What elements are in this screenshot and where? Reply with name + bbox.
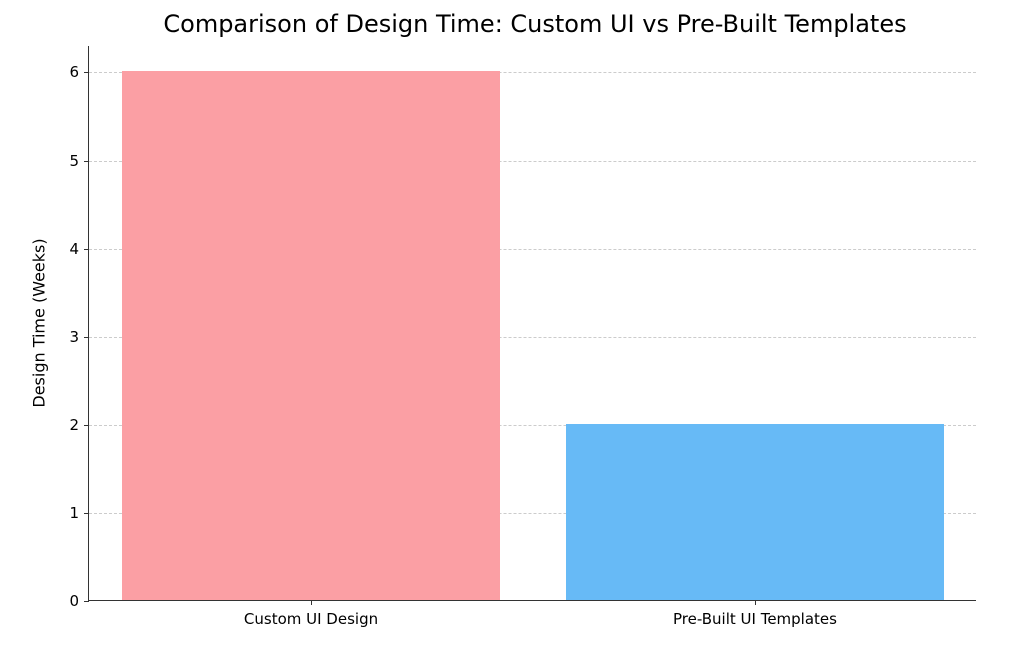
bar xyxy=(566,424,943,600)
plot-area: Design Time (Weeks) 0123456Custom UI Des… xyxy=(88,46,976,601)
y-tick-mark xyxy=(84,425,89,426)
y-tick-label: 6 xyxy=(69,63,79,81)
chart-title: Comparison of Design Time: Custom UI vs … xyxy=(70,10,1000,38)
y-tick-label: 3 xyxy=(69,328,79,346)
y-tick-mark xyxy=(84,337,89,338)
y-tick-label: 1 xyxy=(69,504,79,522)
x-tick-mark xyxy=(311,600,312,605)
chart-container: Comparison of Design Time: Custom UI vs … xyxy=(70,10,1000,630)
y-axis-label: Design Time (Weeks) xyxy=(30,238,49,407)
y-tick-label: 0 xyxy=(69,592,79,610)
y-tick-mark xyxy=(84,601,89,602)
y-tick-label: 5 xyxy=(69,152,79,170)
x-tick-mark xyxy=(755,600,756,605)
y-tick-mark xyxy=(84,72,89,73)
x-tick-label: Pre-Built UI Templates xyxy=(673,610,837,628)
y-tick-label: 4 xyxy=(69,240,79,258)
y-tick-mark xyxy=(84,161,89,162)
y-tick-mark xyxy=(84,249,89,250)
y-tick-mark xyxy=(84,513,89,514)
y-tick-label: 2 xyxy=(69,416,79,434)
x-tick-label: Custom UI Design xyxy=(244,610,378,628)
bar xyxy=(122,71,499,600)
